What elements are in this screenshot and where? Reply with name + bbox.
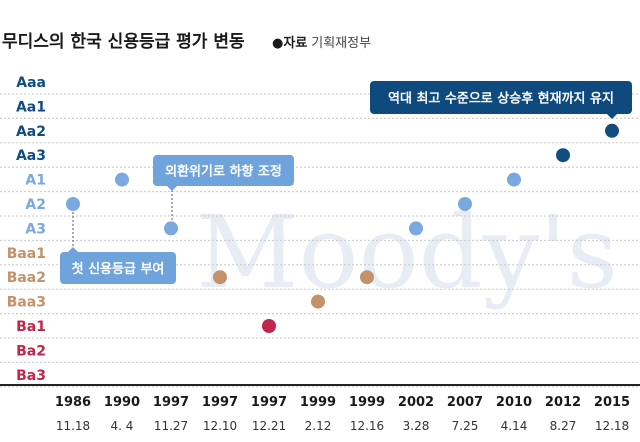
y-tick-label: A3 xyxy=(25,221,46,237)
data-point xyxy=(605,123,619,138)
x-date-label: 12.16 xyxy=(350,419,384,433)
x-year-label: 2015 xyxy=(594,395,630,410)
data-point xyxy=(409,221,423,236)
data-point xyxy=(311,294,325,309)
data-point xyxy=(507,172,521,187)
data-point xyxy=(262,319,276,333)
x-date-label: 11.18 xyxy=(56,419,90,433)
x-date-label: 12.21 xyxy=(252,419,286,433)
annotation-callout: 역대 최고 수준으로 상승후 현재까지 유지 xyxy=(370,81,632,119)
x-year-label: 1997 xyxy=(153,395,189,410)
y-tick-label: A2 xyxy=(25,197,46,213)
y-tick-label: Baa2 xyxy=(7,270,46,286)
x-year-label: 1997 xyxy=(202,395,238,410)
x-year-label: 2012 xyxy=(545,395,581,410)
annotation-text: 외환위기로 하향 조정 xyxy=(165,164,282,180)
annotation-callout: 외환위기로 하향 조정 xyxy=(153,155,294,191)
y-tick-label: Ba1 xyxy=(16,319,46,335)
y-tick-label: Aa1 xyxy=(16,99,46,115)
y-tick-label: Ba3 xyxy=(16,368,46,384)
y-tick-label: Ba2 xyxy=(16,343,46,359)
annotation-text: 첫 신용등급 부여 xyxy=(72,261,165,277)
data-point xyxy=(115,172,129,187)
y-tick-label: Baa3 xyxy=(7,295,46,311)
data-point xyxy=(164,221,178,236)
x-year-label: 1986 xyxy=(55,395,91,410)
annotation-callout: 첫 신용등급 부여 xyxy=(60,247,176,284)
x-year-label: 1990 xyxy=(104,395,140,410)
moodys-watermark: Moody's xyxy=(196,194,618,311)
x-date-label: 3.28 xyxy=(403,419,430,433)
y-tick-label: Aa2 xyxy=(16,124,46,140)
x-year-label: 1999 xyxy=(349,395,385,410)
x-date-label: 2.12 xyxy=(305,419,332,433)
x-year-label: 2007 xyxy=(447,395,483,410)
x-date-label: 4. 4 xyxy=(111,419,134,433)
x-date-label: 4.14 xyxy=(501,419,528,433)
y-tick-label: Aa3 xyxy=(16,148,46,164)
chart-title: 무디스의 한국 신용등급 평가 변동 xyxy=(2,32,245,52)
data-point xyxy=(213,270,227,285)
annotation-text: 역대 최고 수준으로 상승후 현재까지 유지 xyxy=(388,91,614,107)
x-year-label: 1999 xyxy=(300,395,336,410)
data-point xyxy=(360,270,374,285)
x-date-label: 12.18 xyxy=(595,419,629,433)
x-date-label: 7.25 xyxy=(452,419,479,433)
data-point xyxy=(556,148,570,163)
x-year-label: 2002 xyxy=(398,395,434,410)
x-date-label: 11.27 xyxy=(154,419,188,433)
y-tick-label: Baa1 xyxy=(7,246,46,262)
x-year-label: 2010 xyxy=(496,395,532,410)
data-point xyxy=(458,197,472,211)
x-year-label: 1997 xyxy=(251,395,287,410)
x-date-label: 8.27 xyxy=(550,419,577,433)
source-label: ●자료 xyxy=(272,36,307,51)
data-point xyxy=(66,197,80,211)
source-text: 기획재정부 xyxy=(311,36,371,51)
y-tick-label: Aaa xyxy=(16,75,46,91)
x-date-label: 12.10 xyxy=(203,419,237,433)
y-tick-label: A1 xyxy=(25,173,46,189)
